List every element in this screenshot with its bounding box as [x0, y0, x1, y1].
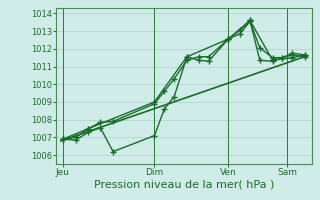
X-axis label: Pression niveau de la mer( hPa ): Pression niveau de la mer( hPa ) [94, 180, 274, 190]
